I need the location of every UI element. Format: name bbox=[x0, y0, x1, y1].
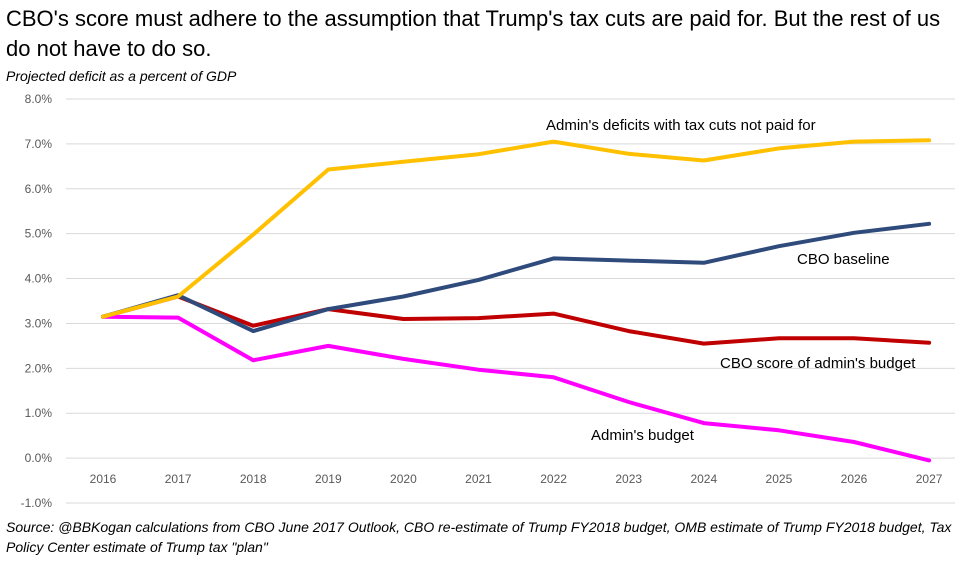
x-tick-label: 2018 bbox=[240, 472, 267, 486]
y-tick-label: 6.0% bbox=[25, 182, 53, 196]
series-line-cbo-score-of-admin-s-budget bbox=[101, 294, 932, 346]
y-tick-label: 4.0% bbox=[25, 272, 53, 286]
x-axis-ticks: 2016 2017 2018 2019 2020 2021 2022 2023 2024 2025… bbox=[90, 472, 943, 486]
series-label: CBO baseline bbox=[797, 251, 890, 268]
y-tick-label: 1.0% bbox=[25, 406, 53, 420]
series-lines bbox=[101, 138, 932, 463]
y-axis-ticks: -1.0% 0.0% 1.0% 2.0% 3.0% 4.0% 5.0% 6.0% 7.0% 8.0… bbox=[21, 92, 53, 510]
chart-subtitle: Projected deficit as a percent of GDP bbox=[6, 68, 237, 84]
x-tick-label: 2017 bbox=[165, 472, 192, 486]
x-tick-label: 2019 bbox=[315, 472, 342, 486]
y-tick-label: 8.0% bbox=[25, 92, 53, 106]
x-tick-label: 2027 bbox=[916, 472, 943, 486]
y-tick-label: 0.0% bbox=[25, 451, 53, 465]
x-tick-label: 2022 bbox=[540, 472, 567, 486]
y-tick-label: 7.0% bbox=[25, 137, 53, 151]
y-tick-label: 5.0% bbox=[25, 227, 53, 241]
x-tick-label: 2023 bbox=[615, 472, 642, 486]
x-tick-label: 2025 bbox=[766, 472, 793, 486]
series-line-cbo-baseline bbox=[101, 221, 932, 334]
x-tick-label: 2020 bbox=[390, 472, 417, 486]
chart-title: CBO's score must adhere to the assumptio… bbox=[6, 6, 941, 61]
y-tick-label: 2.0% bbox=[25, 361, 53, 375]
series-line-admin-s-deficits-with-tax-cuts-not-paid-for bbox=[101, 138, 932, 319]
x-tick-label: 2021 bbox=[465, 472, 492, 486]
x-tick-label: 2026 bbox=[841, 472, 868, 486]
series-label: Admin's deficits with tax cuts not paid … bbox=[546, 117, 816, 134]
x-tick-label: 2016 bbox=[90, 472, 117, 486]
source-note: Source: @BBKogan calculations from CBO J… bbox=[6, 519, 952, 555]
y-tick-label: -1.0% bbox=[21, 496, 53, 510]
x-tick-label: 2024 bbox=[690, 472, 717, 486]
series-label: Admin's budget bbox=[591, 427, 695, 444]
series-label: CBO score of admin's budget bbox=[720, 355, 916, 372]
series-labels: Admin's deficits with tax cuts not paid … bbox=[546, 117, 916, 444]
y-tick-label: 3.0% bbox=[25, 316, 53, 330]
series-line-admin-s-budget bbox=[101, 314, 932, 463]
gridlines bbox=[66, 98, 955, 504]
